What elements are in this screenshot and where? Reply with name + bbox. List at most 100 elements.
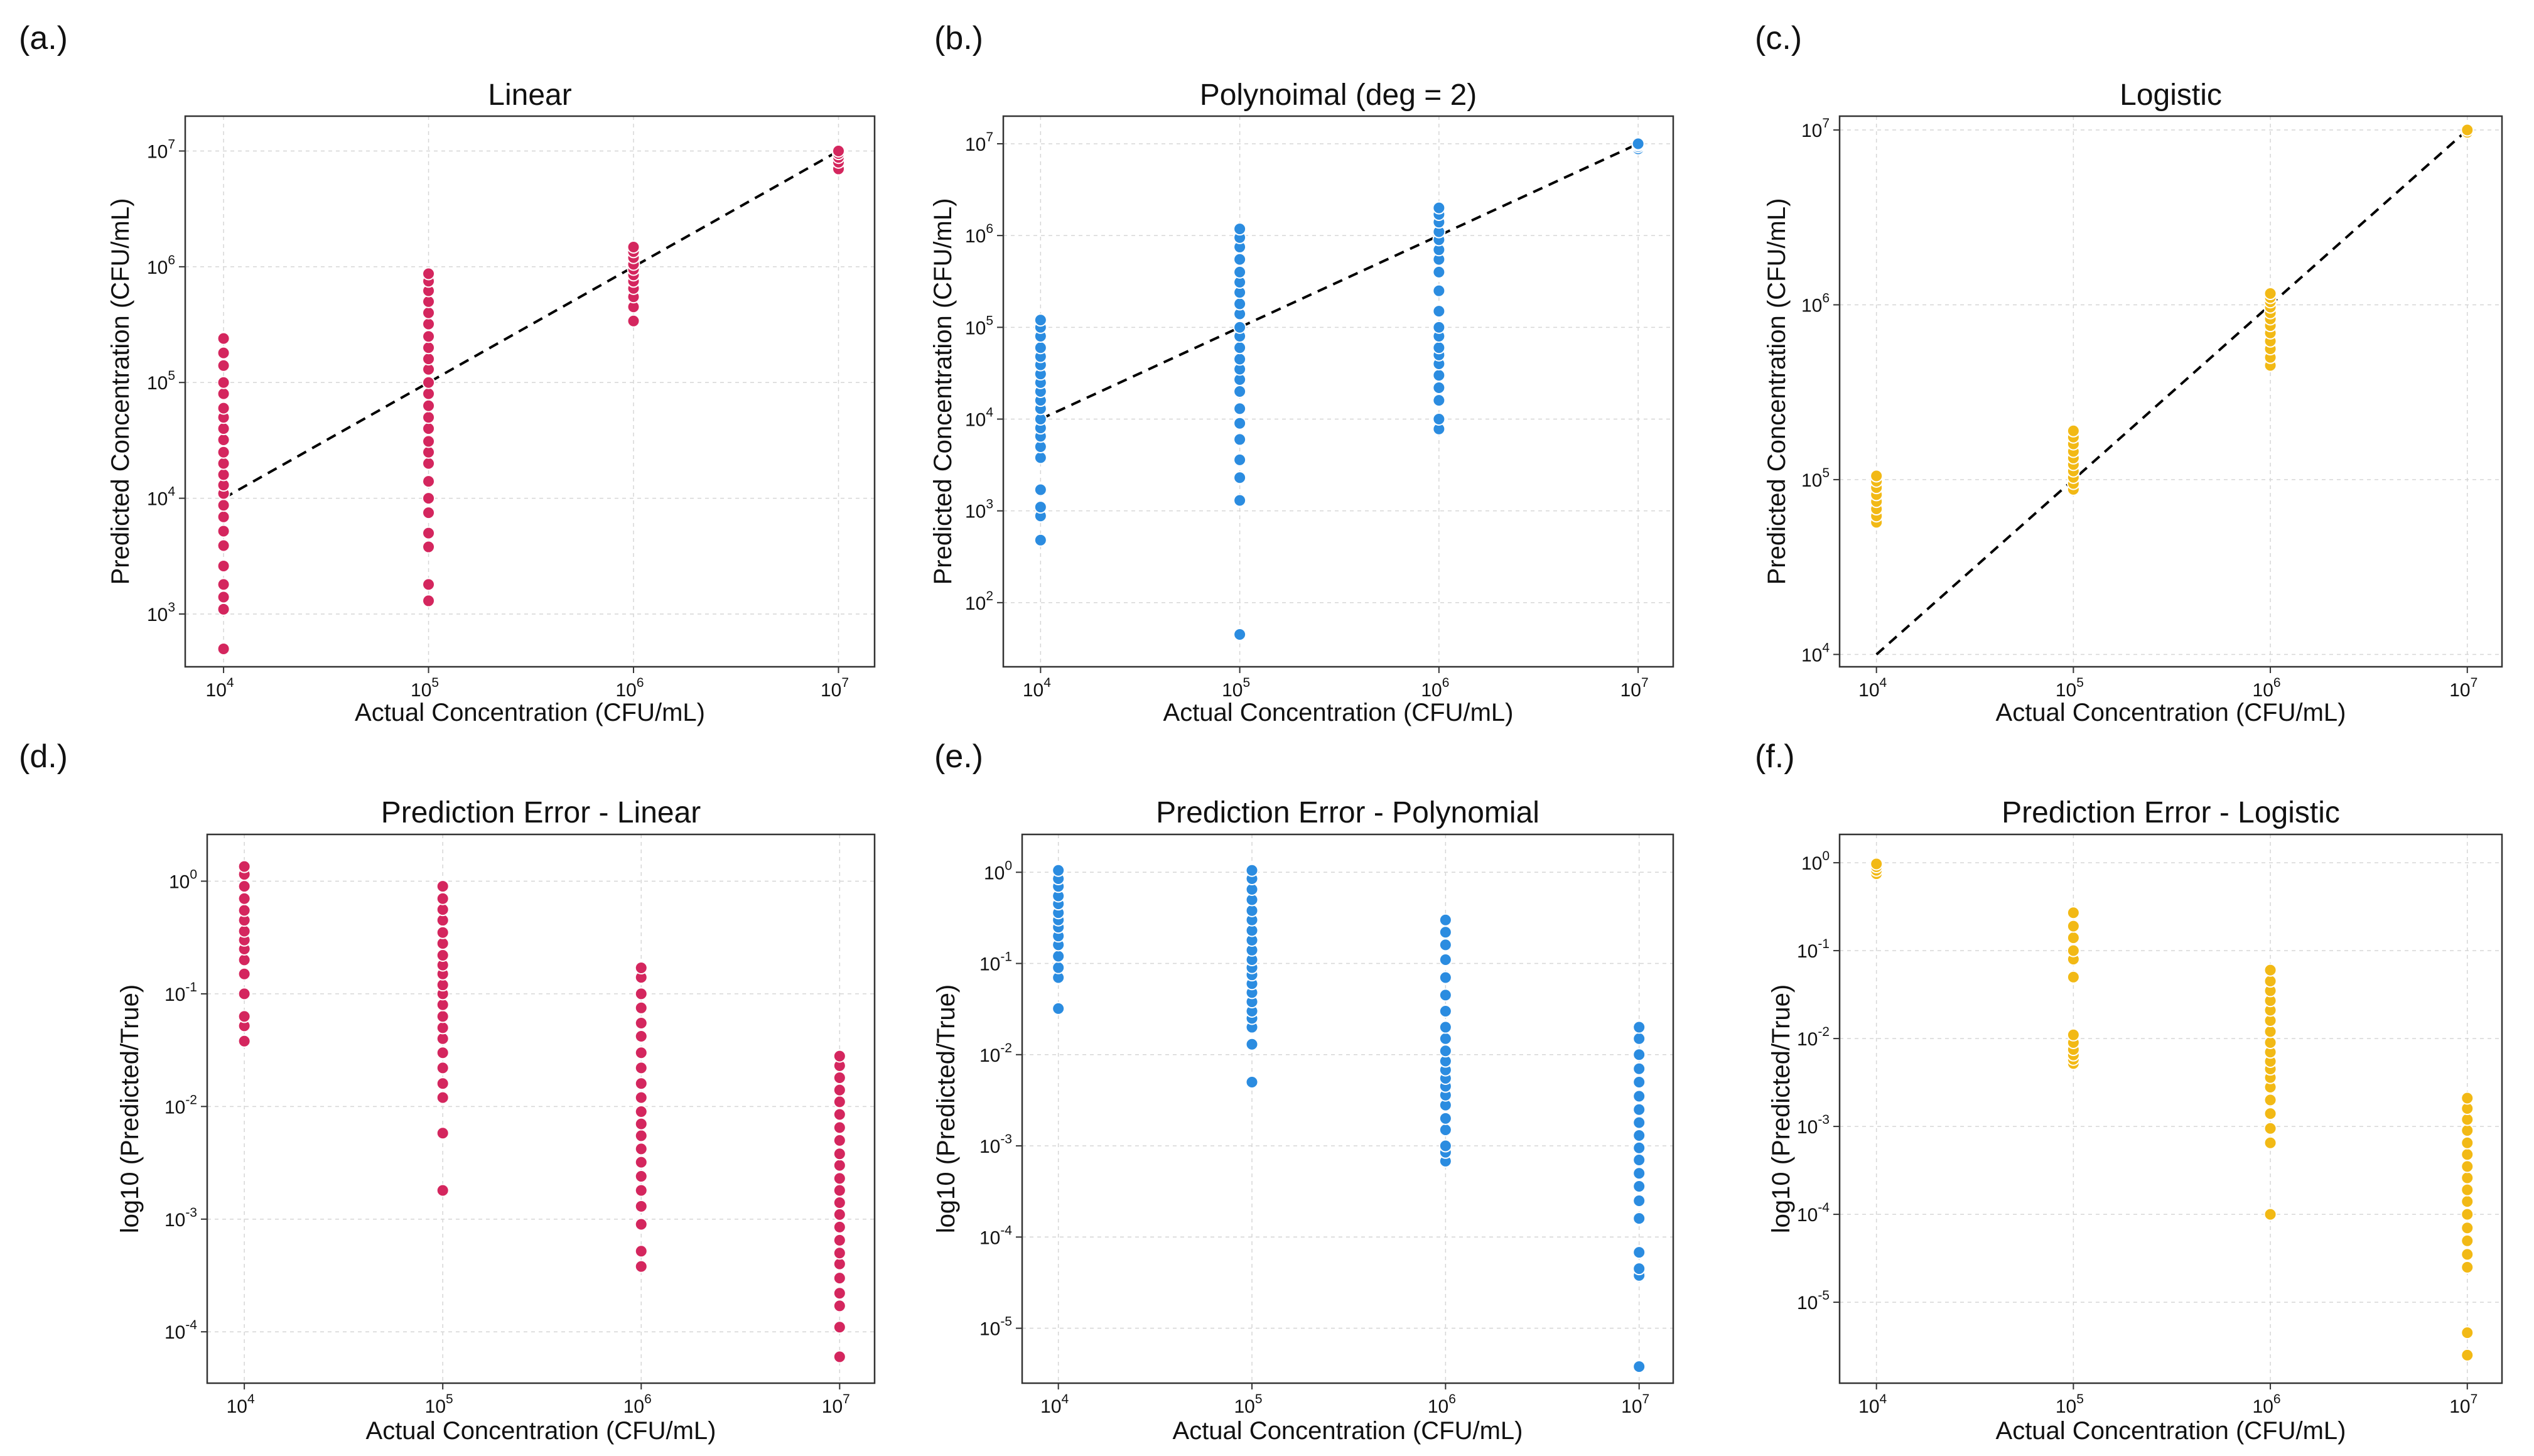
data-point (422, 352, 436, 366)
data-point (1432, 369, 1446, 382)
data-point (1870, 857, 1884, 871)
data-point (217, 401, 230, 415)
data-point (1245, 863, 1259, 877)
y-tick-label: 103 (965, 497, 993, 522)
x-axis-label: Actual Concentration (CFU/mL) (1996, 1417, 2346, 1445)
y-tick-label: 10-1 (164, 980, 197, 1005)
data-point (1632, 1167, 1646, 1180)
data-point (2066, 919, 2080, 933)
data-point (1438, 971, 1452, 984)
data-point (833, 1158, 846, 1172)
data-point (833, 1271, 846, 1285)
x-tick-label: 104 (1858, 676, 1887, 701)
chart-title: Prediction Error - Logistic (2002, 796, 2340, 829)
data-point (1632, 1103, 1646, 1116)
data-point (422, 578, 436, 591)
y-tick-label: 10-3 (164, 1205, 197, 1231)
panel-5: (e.) Prediction Error - Polynomial 104 105 1… (932, 738, 1674, 1445)
data-point (1245, 1076, 1259, 1089)
data-point (2461, 1160, 2474, 1173)
x-axis-label: Actual Concentration (CFU/mL) (1996, 699, 2346, 726)
data-point (1233, 222, 1247, 236)
data-point (833, 1257, 846, 1271)
data-point (2461, 1260, 2474, 1274)
data-point (422, 492, 436, 505)
data-point (1432, 265, 1446, 279)
data-point (422, 422, 436, 436)
data-point (1432, 394, 1446, 407)
data-point (237, 892, 251, 905)
data-point (1632, 1194, 1646, 1207)
y-tick-label: 103 (147, 600, 175, 625)
x-tick-label: 104 (227, 1392, 255, 1417)
y-tick-label: 105 (1801, 466, 1830, 491)
data-point (217, 559, 230, 573)
series-x-10000 (1870, 469, 1884, 529)
series-x-10000000 (2461, 1091, 2474, 1362)
data-point (436, 1091, 450, 1104)
data-point (833, 1220, 846, 1234)
data-point (2263, 1093, 2277, 1107)
data-point (1438, 988, 1452, 1002)
y-tick-label: 10-1 (1797, 937, 1830, 962)
data-point (634, 961, 648, 975)
data-point (436, 1184, 450, 1197)
data-point (1432, 380, 1446, 394)
data-point (2263, 1025, 2277, 1038)
data-point (833, 1049, 846, 1063)
y-tick-label: 106 (965, 222, 993, 247)
data-point (1632, 1062, 1646, 1076)
data-point (634, 1155, 648, 1169)
x-axis-label: Actual Concentration (CFU/mL) (1163, 699, 1514, 726)
data-point (832, 144, 846, 158)
x-tick-label: 105 (2056, 1392, 2084, 1417)
data-point (237, 924, 251, 938)
data-point (1233, 493, 1247, 507)
data-point (1233, 252, 1247, 266)
y-tick-label: 10-3 (1797, 1113, 1830, 1138)
data-point (436, 978, 450, 992)
x-tick-label: 106 (2253, 1392, 2281, 1417)
data-point (627, 314, 640, 328)
y-tick-label: 10-5 (1797, 1288, 1830, 1313)
data-point (1632, 1246, 1646, 1259)
y-tick-label: 100 (1801, 849, 1830, 874)
data-point (2461, 1136, 2474, 1150)
x-tick-label: 106 (623, 1392, 652, 1417)
data-point (1245, 903, 1259, 917)
data-point (1033, 483, 1047, 497)
data-point (422, 387, 436, 401)
panel-letter: (b.) (934, 20, 983, 57)
data-point (1632, 1076, 1646, 1089)
panel-letter: (d.) (19, 738, 68, 775)
data-point (217, 499, 230, 512)
data-point (833, 1299, 846, 1313)
data-point (1233, 297, 1247, 311)
y-tick-label: 102 (965, 589, 993, 614)
plot-area (1021, 833, 1674, 1384)
y-tick-label: 106 (1801, 291, 1830, 316)
series-x-100000 (436, 880, 450, 1197)
data-point (422, 445, 436, 459)
data-point (422, 330, 436, 343)
data-point (2263, 1207, 2277, 1221)
data-point (1233, 471, 1247, 485)
data-point (1033, 313, 1047, 327)
data-point (634, 1117, 648, 1131)
data-point (237, 1010, 251, 1023)
data-point (237, 1034, 251, 1048)
data-point (1033, 341, 1047, 355)
x-axis-label: Actual Concentration (CFU/mL) (1173, 1417, 1523, 1445)
y-tick-label: 10-2 (164, 1092, 197, 1118)
data-point (237, 860, 251, 873)
data-point (1438, 925, 1452, 939)
data-point (833, 1350, 846, 1364)
data-point (1632, 1179, 1646, 1193)
x-tick-label: 107 (1621, 1392, 1649, 1417)
plot-area (1838, 115, 2503, 668)
identity-reference-line (1875, 129, 2469, 655)
data-point (1438, 1139, 1452, 1153)
data-point (1632, 1032, 1646, 1045)
data-point (1233, 352, 1247, 366)
